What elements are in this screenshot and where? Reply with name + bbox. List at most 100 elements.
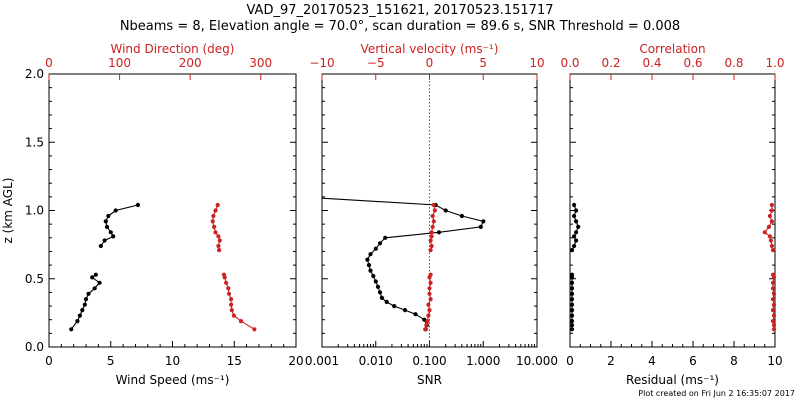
data-point-black — [574, 219, 579, 224]
series-line-black-segment-0 — [571, 204, 579, 251]
panel-middle: 0.001 0.010 0.100 1.000 10.000 SNR −10 −5 0 5 10 Ve… — [305, 42, 558, 387]
data-point-red — [769, 208, 775, 213]
data-point-red — [229, 297, 234, 302]
x-bottom-tick-label: 8 — [730, 354, 738, 368]
data-point-black — [368, 268, 373, 273]
data-point-red — [430, 224, 435, 229]
data-point-black — [569, 302, 575, 307]
x-top-tick-label: 0 — [45, 56, 53, 70]
data-point-black — [379, 295, 384, 300]
data-point-red — [427, 286, 432, 291]
data-point-black — [368, 252, 373, 257]
data-point-red — [222, 275, 227, 280]
data-point-red — [771, 291, 777, 296]
series-line-red-segment-0 — [212, 204, 221, 251]
x-bottom-tick-label: 1.000 — [466, 354, 500, 368]
data-point-black — [569, 327, 575, 332]
data-point-black — [384, 299, 389, 305]
plot-created-footer: Plot created on Fri Jun 2 16:35:07 2017 — [638, 389, 795, 398]
data-point-black — [69, 327, 74, 332]
data-point-red — [769, 243, 775, 249]
data-point-black — [97, 280, 102, 285]
x-top-tick-label: −5 — [367, 56, 385, 70]
data-point-red — [770, 280, 776, 285]
data-point-red — [770, 248, 776, 253]
data-point-black — [569, 313, 575, 318]
data-point-black — [103, 219, 108, 224]
data-point-black — [569, 248, 575, 253]
data-point-black — [375, 284, 381, 289]
data-point-red — [217, 238, 222, 243]
data-point-black — [478, 224, 483, 229]
data-point-red — [430, 213, 435, 219]
data-point-red — [769, 219, 775, 224]
x-top-tick-label: −10 — [309, 56, 334, 70]
x-bottom-tick-label: 0.001 — [305, 354, 339, 368]
data-point-red — [238, 319, 244, 324]
data-point-red — [769, 202, 775, 208]
x-bottom-axis-label: Residual (ms⁻¹) — [626, 373, 719, 387]
x-top-tick-label: 5 — [479, 56, 487, 70]
data-point-red — [212, 224, 217, 229]
data-point-red — [771, 327, 777, 332]
data-point-black — [569, 297, 575, 302]
data-point-red — [429, 243, 434, 249]
data-point-red — [428, 238, 433, 243]
y-tick-label: 2.0 — [25, 67, 44, 81]
data-point-black — [111, 234, 116, 239]
data-point-black — [574, 238, 579, 243]
data-point-black — [77, 313, 82, 318]
y-axis-label: z (km AGL) — [1, 178, 15, 244]
data-point-black — [80, 308, 85, 313]
data-point-red — [770, 286, 776, 291]
data-point-black — [569, 286, 575, 291]
x-top-tick-label: 0.0 — [560, 56, 579, 70]
x-top-tick-label: 0.8 — [724, 56, 743, 70]
data-point-red — [231, 313, 236, 318]
panel-left: 0.0 0.5 1.0 1.5 2.0 z (km AGL) 0 5 10 15 20 Wind Sp… — [1, 42, 304, 387]
x-bottom-tick-label: 6 — [689, 354, 697, 368]
data-point-red — [425, 319, 430, 324]
data-point-black — [75, 319, 80, 324]
data-point-red — [427, 275, 432, 280]
data-point-black — [569, 291, 575, 296]
x-bottom-tick-label: 5 — [107, 354, 115, 368]
y-tick-label: 1.0 — [25, 204, 44, 218]
data-point-red — [427, 291, 432, 296]
x-bottom-tick-label: 2 — [607, 354, 615, 368]
data-point-red — [216, 243, 221, 249]
x-top-tick-label: 0.6 — [683, 56, 702, 70]
data-point-red — [770, 319, 776, 324]
data-point-black — [569, 275, 575, 280]
x-top-tick-label: 0 — [426, 56, 434, 70]
data-point-black — [413, 312, 418, 317]
data-point-black — [366, 263, 372, 268]
series-line-red-segment-0 — [764, 205, 774, 251]
data-point-black — [572, 202, 577, 208]
data-point-black — [93, 272, 98, 277]
data-point-red — [213, 208, 218, 213]
data-point-red — [224, 280, 229, 285]
x-bottom-axis-label: Wind Speed (ms⁻¹) — [116, 373, 230, 387]
data-point-red — [766, 224, 772, 229]
data-point-red — [428, 280, 433, 285]
data-point-red — [217, 248, 222, 253]
data-point-red — [431, 202, 436, 208]
data-point-red — [216, 234, 221, 239]
x-bottom-tick-label: 0 — [45, 354, 53, 368]
data-point-red — [252, 327, 257, 332]
x-bottom-tick-label: 20 — [288, 354, 303, 368]
x-top-tick-label: 1.0 — [765, 56, 784, 70]
data-point-red — [768, 238, 774, 243]
x-bottom-tick-label: 10 — [165, 354, 180, 368]
series-line-red-segment-0 — [430, 204, 436, 251]
x-bottom-tick-label: 0 — [566, 354, 574, 368]
data-point-black — [481, 219, 486, 224]
data-point-red — [767, 234, 773, 239]
x-top-tick-label: 100 — [108, 56, 131, 70]
x-bottom-tick-label: 15 — [227, 354, 242, 368]
data-point-black — [102, 238, 107, 243]
data-point-red — [226, 291, 232, 296]
